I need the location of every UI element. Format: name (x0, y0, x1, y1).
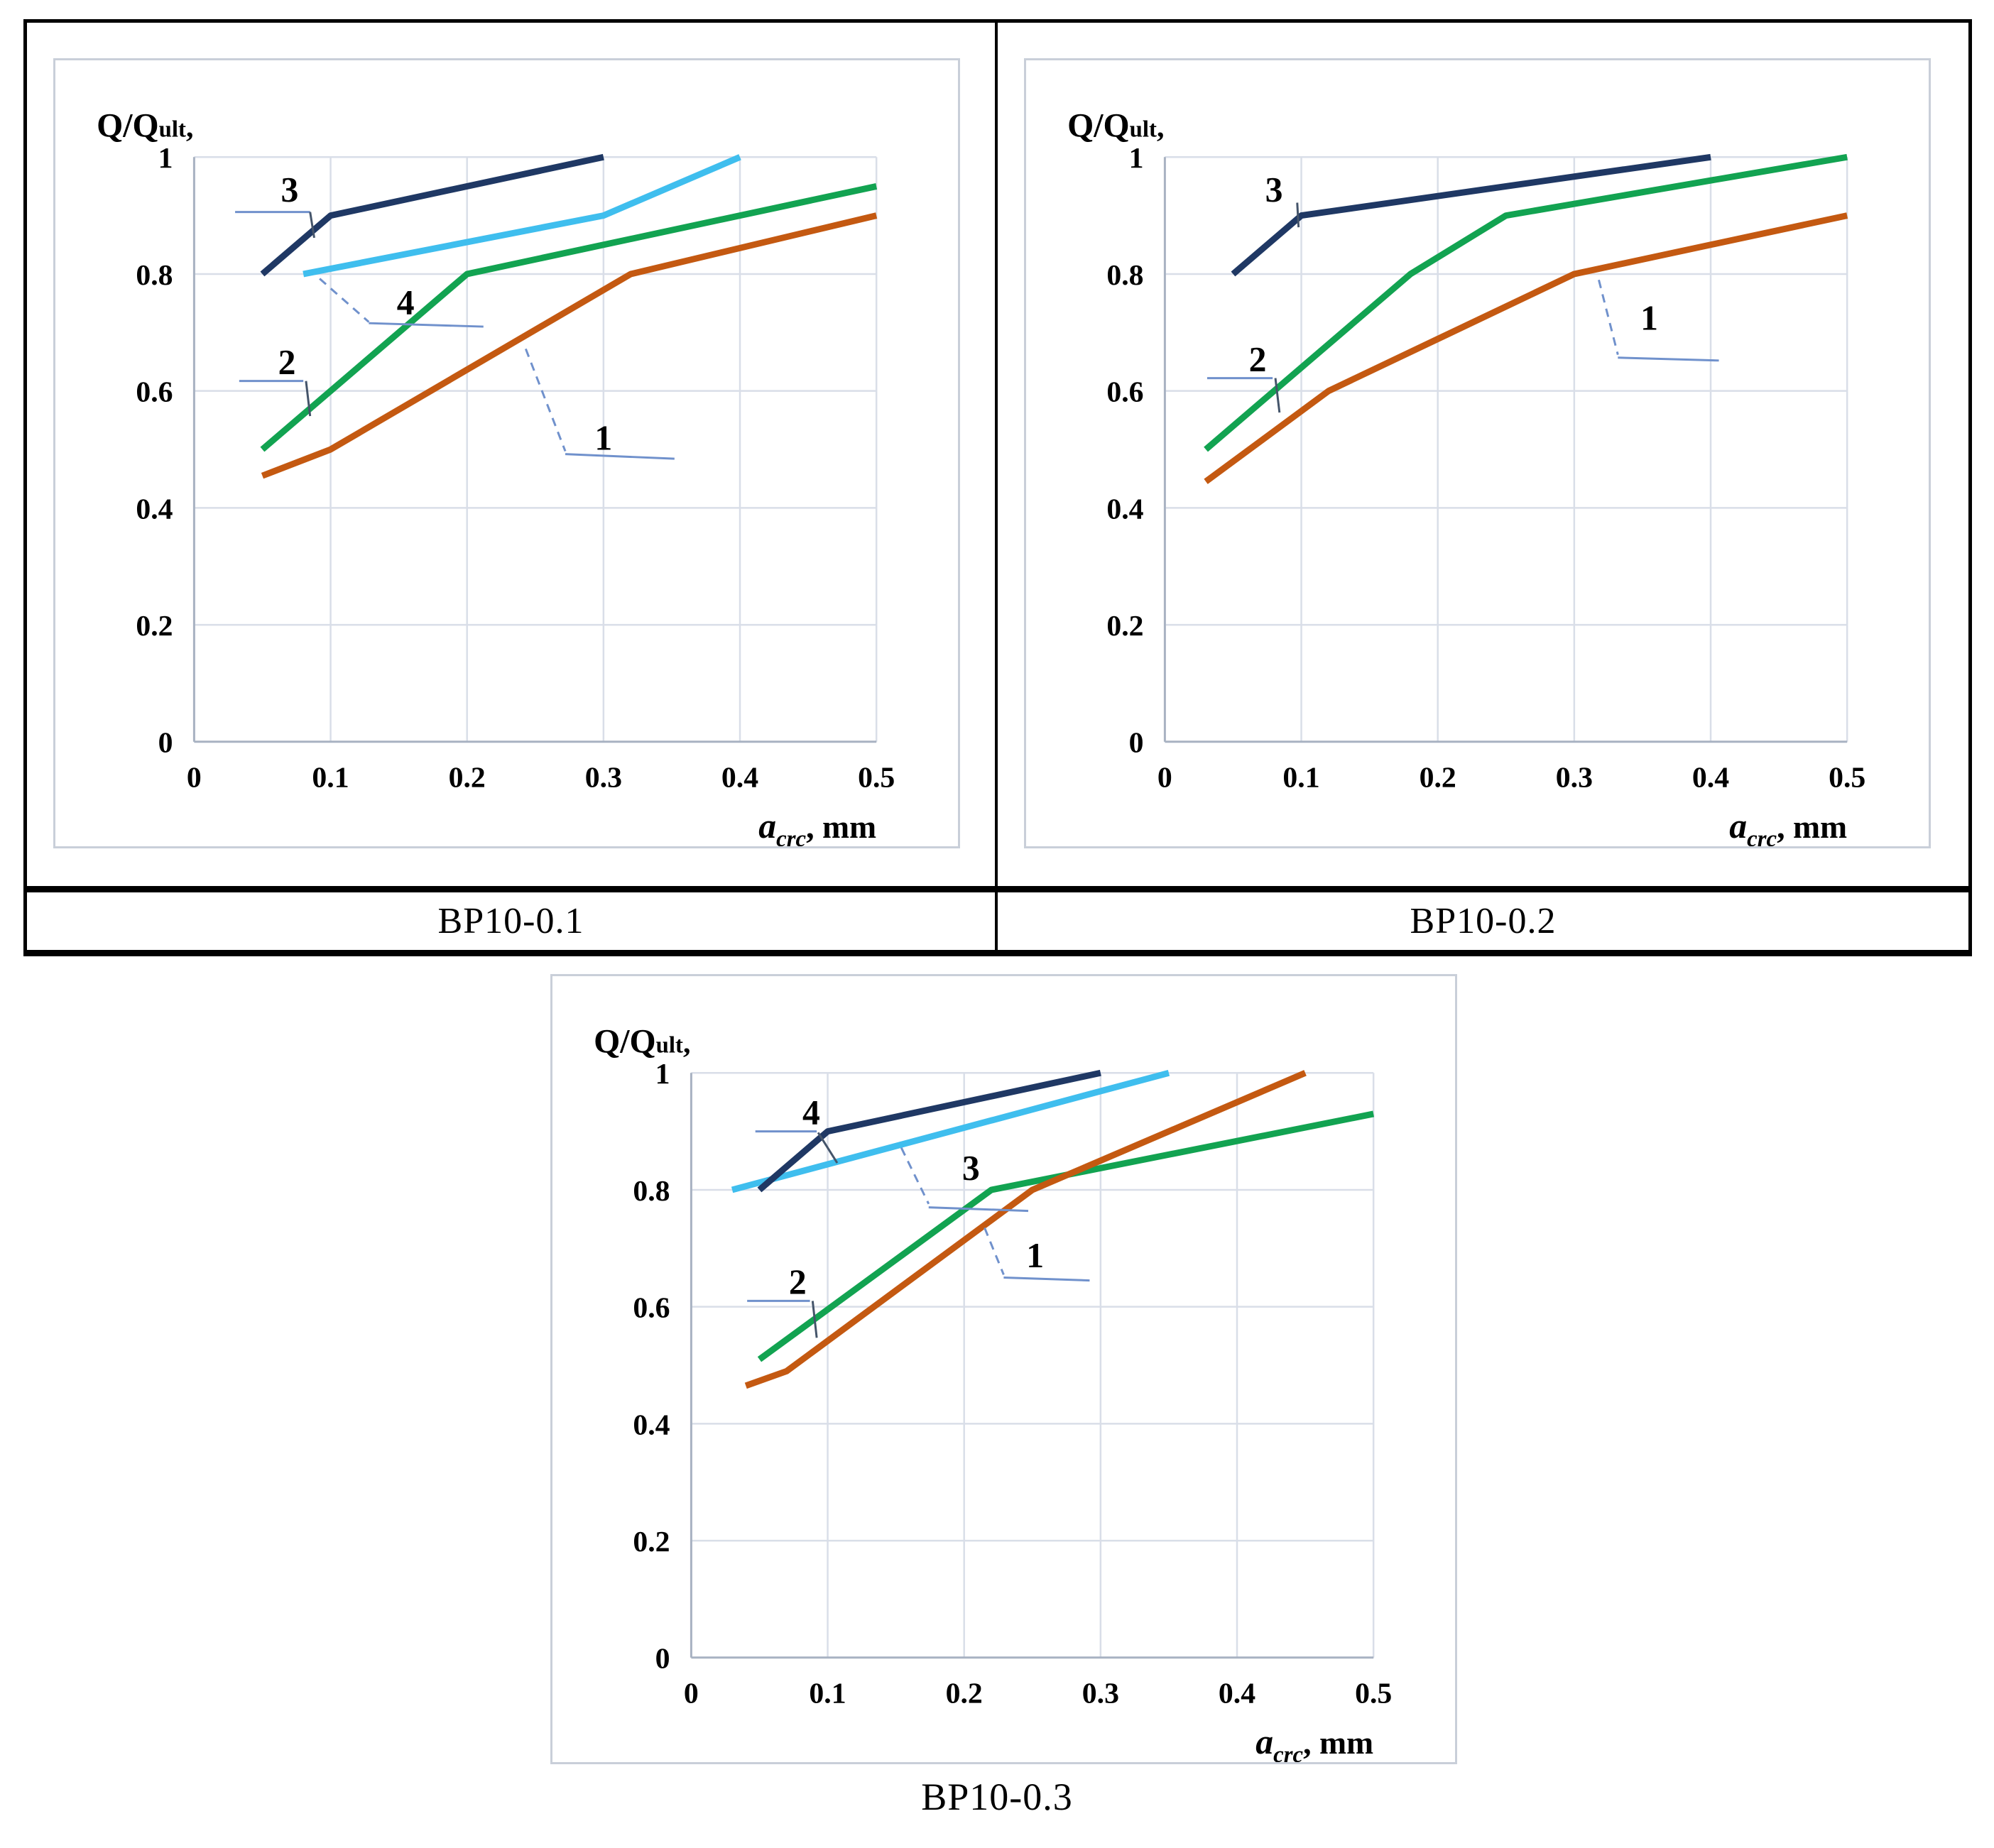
curve-number-label-2: 2 (278, 342, 296, 381)
x-tick-label: 0 (187, 761, 202, 794)
x-tick-label: 0.4 (721, 761, 758, 794)
x-tick-label: 0.5 (858, 761, 895, 794)
curve-number-label-1: 1 (1026, 1236, 1044, 1275)
annotation-leader-3 (900, 1147, 930, 1205)
charts-table: 0 0.2 0.4 0.6 0.8 1 0 0.1 0.2 0.3 0.4 0.5 Q/Qult, acr… (23, 19, 1972, 956)
annotation-leader-2 (305, 381, 312, 417)
annotation-leader-1 (1003, 1276, 1090, 1282)
x-axis-title: acrc, mm (1729, 807, 1847, 846)
x-tick-label: 0.4 (1219, 1677, 1255, 1710)
series-line-2 (260, 183, 878, 452)
series-line-4 (303, 154, 741, 278)
y-tick-label: 1 (1129, 142, 1144, 175)
annotation-leader-1 (1598, 279, 1619, 356)
caption-text-bp10-0-2: BP10-0.2 (1410, 901, 1557, 941)
chart-figure-bp10-0-2: 0 0.2 0.4 0.6 0.8 1 0 0.1 0.2 0.3 0.4 0.5 Q/Qult, acr… (1024, 58, 1931, 848)
chart-svg-bp10-0-2: 0 0.2 0.4 0.6 0.8 1 0 0.1 0.2 0.3 0.4 0.5 Q/Qult, acr… (1067, 106, 1865, 846)
y-tick-label: 0 (158, 727, 173, 760)
y-tick-label: 0.8 (1106, 259, 1143, 292)
annotation-leader-1 (565, 453, 675, 460)
chart-cell-bp10-0-1: 0 0.2 0.4 0.6 0.8 1 0 0.1 0.2 0.3 0.4 0.5 Q/Qult, acr… (27, 23, 998, 886)
series-line-1 (744, 1070, 1307, 1389)
x-tick-label: 0 (1157, 761, 1172, 794)
y-tick-label: 0.4 (1106, 493, 1143, 525)
annotation-leader-3 (928, 1206, 1029, 1213)
y-axis-title: Q/Qult, (594, 1022, 690, 1060)
x-tick-label: 0.1 (312, 761, 349, 794)
y-tick-label: 0.2 (1106, 610, 1143, 643)
caption-text-bp10-0-1: BP10-0.1 (437, 901, 584, 941)
y-tick-label: 0 (655, 1643, 670, 1675)
x-tick-label: 0.5 (1829, 761, 1865, 794)
x-tick-label: 0.4 (1692, 761, 1729, 794)
series-line-3 (1231, 153, 1711, 277)
y-tick-label: 0.6 (136, 376, 173, 409)
y-axis-title: Q/Qult, (97, 106, 193, 144)
curve-number-label-1: 1 (594, 418, 612, 457)
x-tick-label: 0.3 (1556, 761, 1593, 794)
series-line-3 (260, 153, 604, 277)
x-axis-title: acrc, mm (758, 807, 876, 846)
series-line-1 (1204, 212, 1848, 484)
y-tick-label: 0.6 (1106, 376, 1143, 409)
y-tick-label: 1 (655, 1058, 670, 1090)
annotation-leader-4 (817, 1132, 839, 1164)
y-tick-label: 0.4 (136, 493, 173, 525)
y-axis-title: Q/Qult, (1067, 106, 1164, 144)
curve-number-label-3: 3 (280, 170, 298, 209)
y-tick-label: 0.2 (136, 610, 173, 643)
caption-cell-bp10-0-1: BP10-0.1 (27, 886, 998, 950)
x-tick-label: 0.2 (449, 761, 486, 794)
y-tick-label: 0.8 (633, 1175, 670, 1208)
curve-number-label-2: 2 (1249, 339, 1267, 378)
annotation-leader-3 (309, 212, 315, 239)
curve-number-label-3: 3 (1265, 170, 1283, 209)
annotation-leader-3 (1296, 202, 1300, 228)
y-tick-label: 0.4 (633, 1409, 670, 1441)
curve-number-label-1: 1 (1640, 299, 1658, 338)
series-line-2 (1204, 153, 1848, 452)
annotation-leader-4 (369, 322, 484, 328)
chart-svg-bp10-0-3: 0 0.2 0.4 0.6 0.8 1 0 0.1 0.2 0.3 0.4 0.5 Q/Qult, acr… (594, 1022, 1392, 1762)
y-tick-label: 1 (158, 142, 173, 175)
y-tick-label: 0.6 (633, 1292, 670, 1325)
caption-cell-bp10-0-2: BP10-0.2 (998, 886, 1968, 950)
x-tick-label: 0.2 (946, 1677, 983, 1710)
annotation-leader-4 (319, 278, 370, 323)
series-line-1 (261, 212, 878, 479)
caption-text-bp10-0-3: BP10-0.3 (921, 1776, 1073, 1818)
x-tick-label: 0.3 (1082, 1677, 1119, 1710)
x-tick-label: 0.5 (1355, 1677, 1392, 1710)
chart-svg-bp10-0-1: 0 0.2 0.4 0.6 0.8 1 0 0.1 0.2 0.3 0.4 0.5 Q/Qult, acr… (97, 106, 895, 846)
annotation-leader-2 (811, 1301, 818, 1338)
curve-number-label-3: 3 (962, 1149, 980, 1188)
curve-number-label-2: 2 (789, 1262, 807, 1301)
chart-cell-bp10-0-2: 0 0.2 0.4 0.6 0.8 1 0 0.1 0.2 0.3 0.4 0.5 Q/Qult, acr… (998, 23, 1968, 886)
x-tick-label: 0.1 (1282, 761, 1319, 794)
annotation-leader-1 (1618, 356, 1719, 362)
x-axis-title: acrc, mm (1255, 1722, 1373, 1762)
caption-cell-bp10-0-3: BP10-0.3 (0, 1775, 1994, 1819)
y-tick-label: 0.2 (633, 1526, 670, 1558)
x-tick-label: 0 (684, 1677, 699, 1710)
series-line-2 (757, 1110, 1375, 1362)
series-line-4 (757, 1069, 1101, 1193)
chart-figure-bp10-0-3: 0 0.2 0.4 0.6 0.8 1 0 0.1 0.2 0.3 0.4 0.5 Q/Qult, acr… (550, 974, 1457, 1764)
curve-number-label-4: 4 (397, 283, 415, 322)
annotation-leader-2 (1274, 378, 1281, 413)
series-line-3 (731, 1069, 1170, 1193)
x-tick-label: 0.2 (1420, 761, 1456, 794)
x-tick-label: 0.1 (809, 1677, 846, 1710)
chart-figure-bp10-0-1: 0 0.2 0.4 0.6 0.8 1 0 0.1 0.2 0.3 0.4 0.5 Q/Qult, acr… (53, 58, 960, 848)
annotation-leader-1 (984, 1227, 1005, 1275)
annotation-leader-1 (524, 348, 567, 452)
y-tick-label: 0 (1129, 727, 1144, 760)
x-tick-label: 0.3 (585, 761, 622, 794)
curve-number-label-4: 4 (802, 1093, 820, 1132)
y-tick-label: 0.8 (136, 259, 173, 292)
